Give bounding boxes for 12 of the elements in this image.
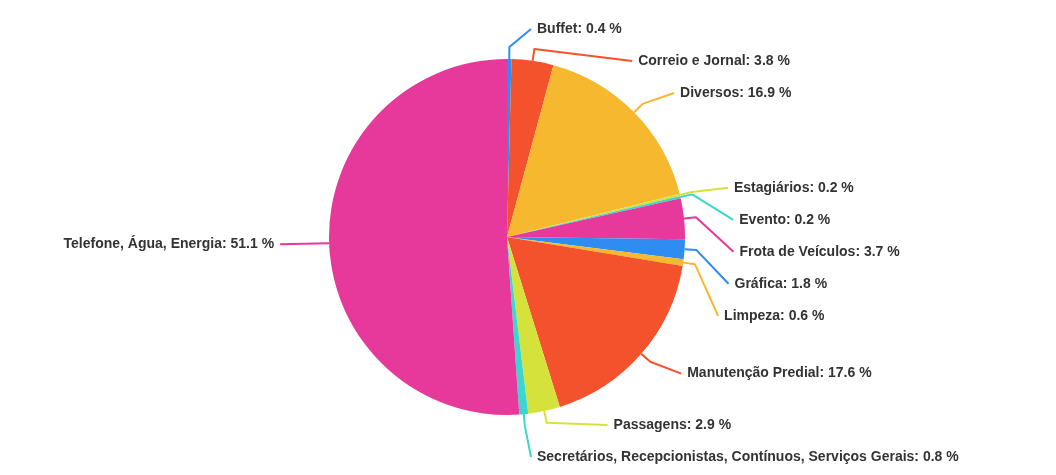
- slice-label: Passagens: 2.9 %: [613, 415, 732, 432]
- slice-label: Buffet: 0.4 %: [537, 19, 623, 36]
- slice-label: Estagiários: 0.2 %: [733, 178, 855, 195]
- slice-label: Evento: 0.2 %: [739, 210, 831, 227]
- slice-label: Limpeza: 0.6 %: [724, 306, 825, 323]
- slice-label: Correio e Jornal: 3.8 %: [638, 51, 791, 68]
- slice-label: Gráfica: 1.8 %: [734, 274, 828, 291]
- slice-label: Telefone, Água, Energia: 51.1 %: [63, 235, 275, 252]
- slice-label: Secretários, Recepcionistas, Contínuos, Serviços Gerais: 0.8 %: [537, 447, 960, 464]
- slice-label: Manutenção Predial: 17.6 %: [687, 364, 873, 381]
- slice-label: Diversos: 16.9 %: [680, 83, 792, 100]
- slice-label: Frota de Veículos: 3.7 %: [739, 242, 901, 259]
